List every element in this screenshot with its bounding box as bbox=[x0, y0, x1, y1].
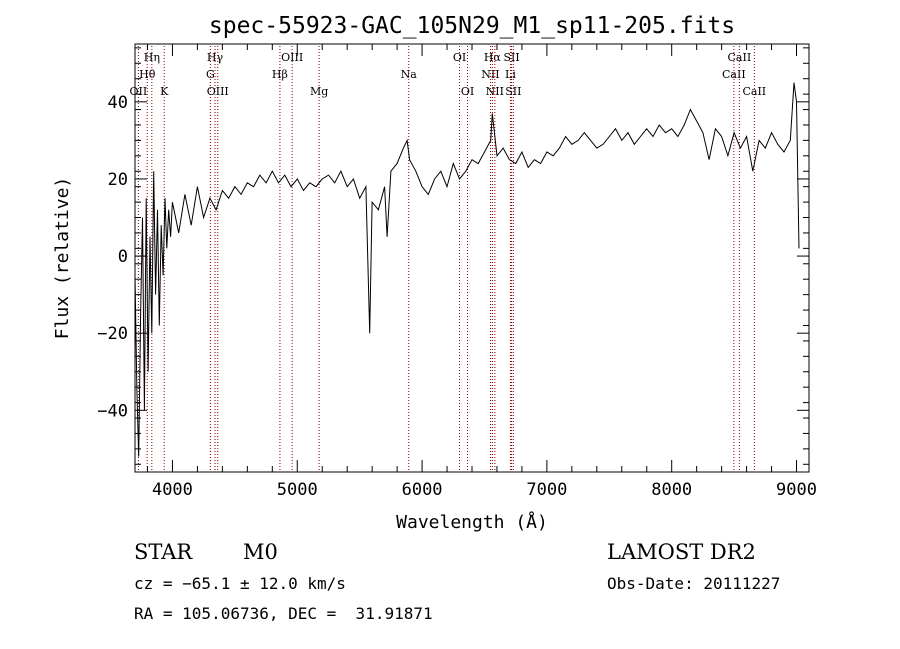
x-axis-label: Wavelength (Å) bbox=[396, 511, 548, 533]
line-marker-label: SII bbox=[503, 51, 519, 64]
axes: 4000 5000 6000 7000 8000 9000 −40 −20 0 20 40 bbox=[97, 44, 817, 500]
x-tick-label: 7000 bbox=[526, 480, 567, 500]
x-tick-label: 4000 bbox=[152, 480, 193, 500]
line-marker-label: Hθ bbox=[139, 68, 156, 81]
line-marker-label: CaII bbox=[722, 68, 746, 81]
data-release: LAMOST DR2 bbox=[607, 540, 756, 564]
line-marker-label: K bbox=[160, 85, 169, 98]
line-marker-label: Na bbox=[401, 68, 418, 81]
chart-title: spec-55923-GAC_105N29_M1_sp11-205.fits bbox=[209, 13, 735, 39]
object-class: STAR bbox=[134, 540, 193, 564]
observation-date: Obs-Date: 20111227 bbox=[607, 574, 781, 593]
y-tick-label: 0 bbox=[118, 247, 128, 267]
plot-frame bbox=[134, 43, 810, 473]
line-marker-label: Hγ bbox=[207, 51, 224, 64]
redshift-velocity: cz = −65.1 ± 12.0 km/s bbox=[134, 574, 346, 593]
line-marker-label: OII bbox=[130, 85, 148, 98]
line-marker-label: CaII bbox=[728, 51, 752, 64]
spectrum-series-line bbox=[134, 82, 800, 457]
y-tick-label: −40 bbox=[97, 401, 128, 421]
line-marker-label: G bbox=[206, 68, 215, 81]
line-marker-label: OIII bbox=[281, 51, 303, 64]
y-tick-label: 20 bbox=[108, 170, 128, 190]
line-marker-label: Hη bbox=[144, 51, 160, 64]
line-marker-label: OIII bbox=[207, 85, 229, 98]
x-tick-label: 9000 bbox=[776, 480, 817, 500]
line-marker-label: Hα bbox=[484, 51, 502, 64]
y-tick-label: −20 bbox=[97, 324, 128, 344]
line-marker-label: Mg bbox=[310, 85, 328, 98]
coordinates: RA = 105.06736, DEC = 31.91871 bbox=[134, 604, 433, 623]
x-tick-label: 5000 bbox=[277, 480, 318, 500]
line-marker-label: Hβ bbox=[272, 68, 288, 81]
y-tick-label: 40 bbox=[108, 93, 128, 113]
line-marker-label: OI bbox=[453, 51, 466, 64]
line-marker-label: SII bbox=[505, 85, 521, 98]
line-marker-label: NII bbox=[481, 68, 499, 81]
y-axis-label: Flux (relative) bbox=[52, 177, 73, 340]
x-tick-label: 6000 bbox=[402, 480, 443, 500]
line-marker-label: CaII bbox=[742, 85, 766, 98]
object-subclass: M0 bbox=[243, 540, 278, 564]
line-markers: OIIHθHηKGHγOIIIHβOIIIMgNaOIOINIIHαNIILiS… bbox=[130, 46, 766, 472]
x-tick-label: 8000 bbox=[651, 480, 692, 500]
line-marker-label: NII bbox=[486, 85, 504, 98]
line-marker-label: OI bbox=[461, 85, 474, 98]
line-marker-label: Li bbox=[505, 68, 516, 81]
